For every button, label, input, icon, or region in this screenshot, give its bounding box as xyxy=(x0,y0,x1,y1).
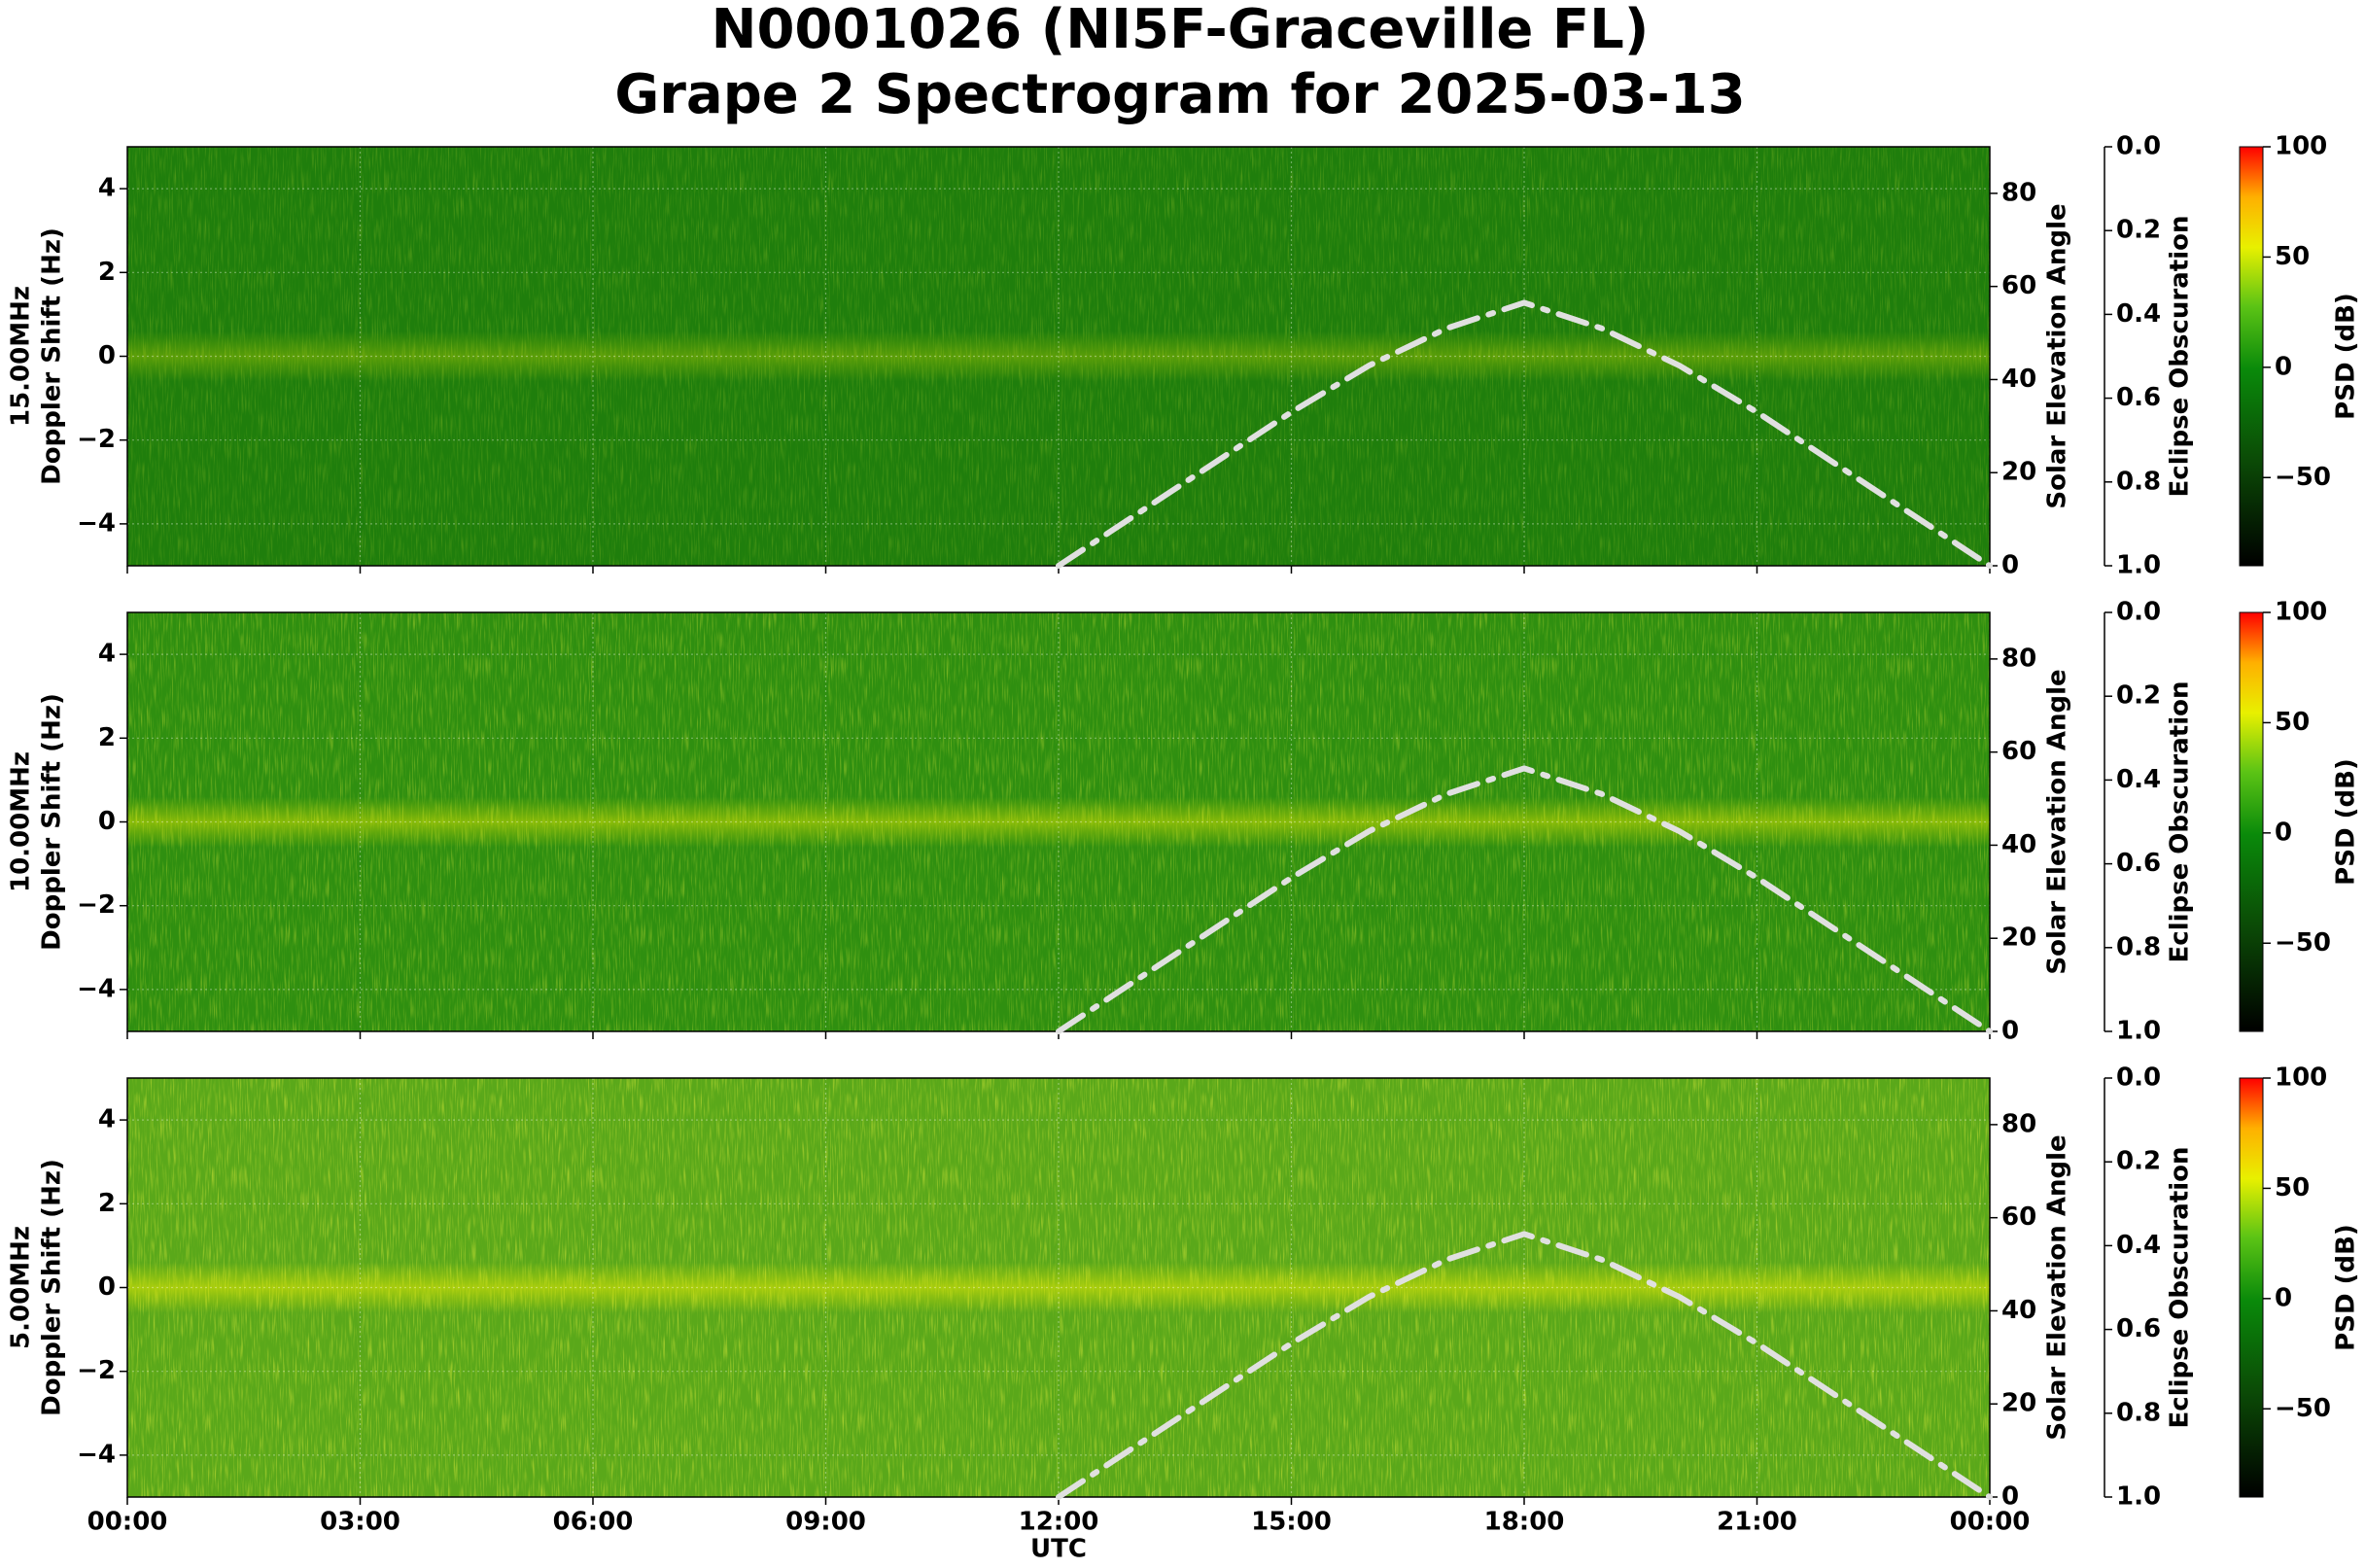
y-tick-label: 4 xyxy=(98,174,116,203)
y2-axis-label: Solar Elevation Angle xyxy=(2043,203,2072,508)
y-tick-label: −2 xyxy=(77,1356,116,1385)
y3-tick-label: 0.8 xyxy=(2116,1398,2161,1427)
y2-axis-label: Solar Elevation Angle xyxy=(2043,669,2072,974)
y2-tick-label: 60 xyxy=(2001,271,2036,300)
y3-axis-label: Eclipse Obscuration xyxy=(2166,1147,2195,1429)
x-tick-label: 03:00 xyxy=(320,1508,400,1537)
spectrogram-carrier-band xyxy=(127,612,1990,1031)
y-axis-label: 10.00MHz xyxy=(7,751,36,892)
y3-tick-label: 0.4 xyxy=(2116,299,2161,329)
y3-axis-label: Eclipse Obscuration xyxy=(2166,216,2195,498)
y-axis-label: Doppler Shift (Hz) xyxy=(38,227,67,485)
y2-axis-label: Solar Elevation Angle xyxy=(2043,1134,2072,1440)
y2-tick-label: 0 xyxy=(2001,1482,2019,1512)
y3-tick-label: 0.0 xyxy=(2116,598,2161,627)
colorbar-tick-label: 50 xyxy=(2275,1173,2310,1202)
y-tick-label: −2 xyxy=(77,425,116,454)
colorbar xyxy=(2239,611,2264,1032)
y-tick-label: 0 xyxy=(98,1272,116,1302)
y3-tick-label: 0.4 xyxy=(2116,765,2161,794)
y3-tick-label: 0.2 xyxy=(2116,1147,2161,1176)
x-tick-label: 09:00 xyxy=(785,1508,866,1537)
y2-tick-label: 80 xyxy=(2001,1109,2036,1138)
y3-tick-label: 0.6 xyxy=(2116,849,2161,878)
spectrogram-carrier-band xyxy=(127,147,1990,566)
colorbar-tick-label: 0 xyxy=(2275,352,2292,381)
y3-tick-label: 0.0 xyxy=(2116,1063,2161,1093)
y3-tick-label: 0.8 xyxy=(2116,932,2161,961)
y3-tick-label: 0.2 xyxy=(2116,681,2161,711)
y-tick-label: −4 xyxy=(77,508,116,538)
y-tick-label: −4 xyxy=(77,974,116,1003)
x-axis-label: UTC xyxy=(1030,1535,1087,1564)
y-tick-label: 2 xyxy=(98,723,116,752)
y3-tick-label: 0.2 xyxy=(2116,216,2161,245)
y-axis-label: Doppler Shift (Hz) xyxy=(38,693,67,951)
y-axis-label: Doppler Shift (Hz) xyxy=(38,1159,67,1416)
y3-tick-label: 0.8 xyxy=(2116,467,2161,496)
spectrogram-carrier-band xyxy=(127,1078,1990,1497)
y2-tick-label: 0 xyxy=(2001,551,2019,580)
y3-tick-label: 0.0 xyxy=(2116,132,2161,161)
title-line: N0001026 (NI5F-Graceville FL) xyxy=(712,0,1650,61)
colorbar-tick-label: 100 xyxy=(2275,598,2327,627)
solar-elevation-line xyxy=(1056,1231,1993,1500)
colorbar xyxy=(2239,146,2264,567)
y2-tick-label: 20 xyxy=(2001,458,2036,487)
colorbar-tick-label: 100 xyxy=(2275,132,2327,161)
y2-tick-label: 0 xyxy=(2001,1017,2019,1046)
y2-tick-label: 60 xyxy=(2001,1202,2036,1232)
y-tick-label: −4 xyxy=(77,1440,116,1469)
y2-tick-label: 40 xyxy=(2001,830,2036,859)
x-tick-label: 21:00 xyxy=(1717,1508,1797,1537)
y-tick-label: 2 xyxy=(98,1189,116,1218)
y-tick-label: 0 xyxy=(98,807,116,836)
y3-tick-label: 1.0 xyxy=(2116,1482,2161,1512)
colorbar-label: PSD (dB) xyxy=(2332,293,2361,420)
y3-tick-label: 0.6 xyxy=(2116,1314,2161,1343)
y-tick-label: 4 xyxy=(98,640,116,669)
colorbar-tick-label: 100 xyxy=(2275,1063,2327,1093)
colorbar-tick-label: 0 xyxy=(2275,818,2292,847)
y3-tick-label: 1.0 xyxy=(2116,1017,2161,1046)
colorbar-tick-label: 0 xyxy=(2275,1283,2292,1312)
y2-tick-label: 80 xyxy=(2001,178,2036,207)
y2-tick-label: 20 xyxy=(2001,923,2036,953)
x-tick-label: 15:00 xyxy=(1251,1508,1332,1537)
y-tick-label: 0 xyxy=(98,341,116,370)
y2-tick-label: 80 xyxy=(2001,644,2036,673)
y-tick-label: −2 xyxy=(77,890,116,920)
colorbar-tick-label: 50 xyxy=(2275,708,2310,737)
x-tick-label: 00:00 xyxy=(87,1508,168,1537)
y-axis-label: 5.00MHz xyxy=(7,1226,36,1349)
y2-tick-label: 20 xyxy=(2001,1389,2036,1418)
y-axis-label: 15.00MHz xyxy=(7,286,36,427)
x-tick-label: 00:00 xyxy=(1950,1508,2031,1537)
y3-tick-label: 0.4 xyxy=(2116,1231,2161,1260)
title-line: Grape 2 Spectrogram for 2025-03-13 xyxy=(614,63,1745,126)
x-tick-label: 06:00 xyxy=(553,1508,634,1537)
y3-tick-label: 0.6 xyxy=(2116,383,2161,412)
colorbar-label: PSD (dB) xyxy=(2332,1224,2361,1351)
y2-tick-label: 40 xyxy=(2001,1296,2036,1325)
solar-elevation-line xyxy=(1056,299,1993,569)
colorbar-tick-label: −50 xyxy=(2275,1394,2331,1423)
y3-tick-label: 1.0 xyxy=(2116,551,2161,580)
colorbar-label: PSD (dB) xyxy=(2332,758,2361,886)
colorbar-tick-label: −50 xyxy=(2275,463,2331,492)
solar-elevation-line xyxy=(1056,765,1993,1034)
y2-tick-label: 40 xyxy=(2001,365,2036,394)
y-tick-label: 4 xyxy=(98,1105,116,1134)
colorbar xyxy=(2239,1077,2264,1498)
y2-tick-label: 60 xyxy=(2001,737,2036,766)
y-tick-label: 2 xyxy=(98,258,116,287)
y3-axis-label: Eclipse Obscuration xyxy=(2166,681,2195,963)
colorbar-tick-label: 50 xyxy=(2275,242,2310,271)
x-tick-label: 18:00 xyxy=(1484,1508,1565,1537)
colorbar-tick-label: −50 xyxy=(2275,928,2331,958)
x-tick-label: 12:00 xyxy=(1019,1508,1099,1537)
